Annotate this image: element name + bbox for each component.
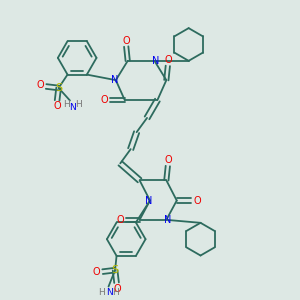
Text: N: N bbox=[164, 215, 172, 225]
Text: H: H bbox=[99, 288, 105, 297]
Text: O: O bbox=[164, 55, 172, 65]
Text: H: H bbox=[112, 288, 119, 297]
Text: S: S bbox=[112, 265, 118, 275]
Text: N: N bbox=[152, 56, 160, 66]
Text: O: O bbox=[113, 284, 121, 294]
Text: N: N bbox=[145, 196, 152, 206]
Text: O: O bbox=[116, 215, 124, 225]
Text: N: N bbox=[70, 103, 76, 112]
Text: O: O bbox=[101, 95, 108, 105]
Text: S: S bbox=[55, 83, 62, 93]
Text: O: O bbox=[193, 196, 201, 206]
Text: O: O bbox=[164, 155, 172, 165]
Text: N: N bbox=[106, 288, 112, 297]
Text: H: H bbox=[75, 100, 82, 109]
Text: N: N bbox=[111, 75, 118, 85]
Text: O: O bbox=[93, 267, 101, 277]
Text: O: O bbox=[122, 36, 130, 46]
Text: O: O bbox=[54, 101, 62, 111]
Text: H: H bbox=[63, 100, 70, 109]
Text: O: O bbox=[36, 80, 44, 90]
